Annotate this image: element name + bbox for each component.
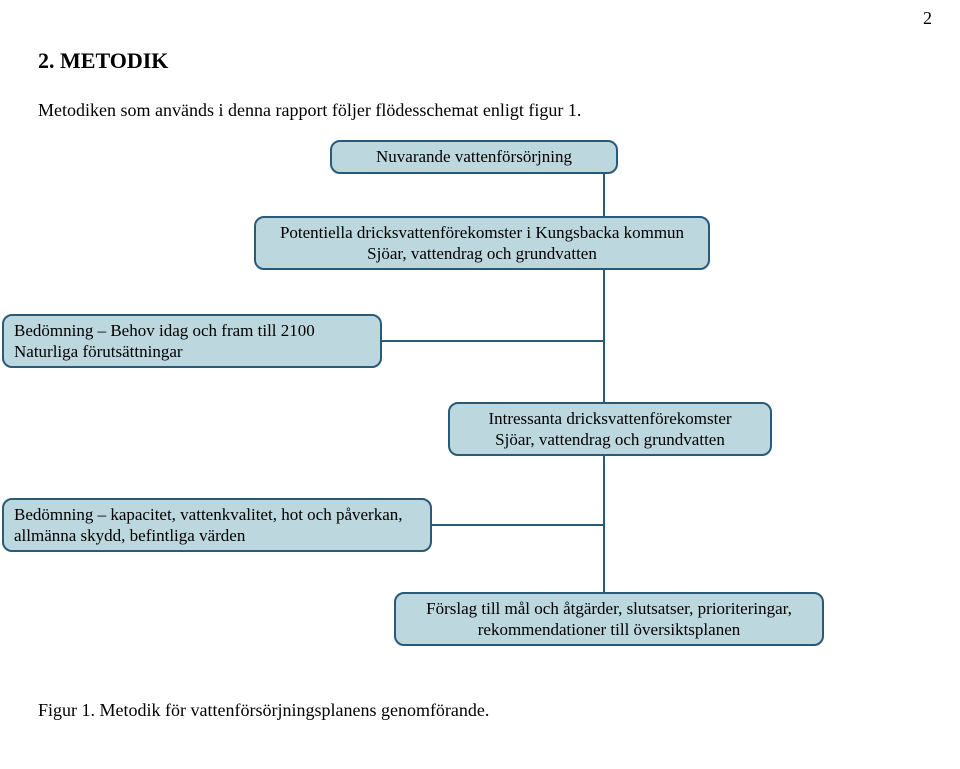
flow-node-line: Bedömning – Behov idag och fram till 210… bbox=[14, 320, 315, 341]
flow-node-n4: Intressanta dricksvattenförekomsterSjöar… bbox=[448, 402, 772, 456]
figure-caption: Figur 1. Metodik för vattenförsörjningsp… bbox=[38, 700, 489, 721]
flow-diagram: Nuvarande vattenförsörjning Potentiella d… bbox=[0, 140, 960, 660]
page-number: 2 bbox=[923, 8, 932, 29]
flow-node-line: allmänna skydd, befintliga värden bbox=[14, 525, 245, 546]
flow-node-line: rekommendationer till översiktsplanen bbox=[478, 619, 741, 640]
flow-node-line: Förslag till mål och åtgärder, slutsatse… bbox=[426, 598, 792, 619]
flow-node-line: Sjöar, vattendrag och grundvatten bbox=[367, 243, 597, 264]
flow-node-line: Potentiella dricksvattenförekomster i Ku… bbox=[280, 222, 684, 243]
flow-node-line: Sjöar, vattendrag och grundvatten bbox=[495, 429, 725, 450]
flow-node-n2: Potentiella dricksvattenförekomster i Ku… bbox=[254, 216, 710, 270]
section-title: 2. METODIK bbox=[38, 48, 168, 74]
intro-text: Metodiken som används i denna rapport fö… bbox=[38, 100, 581, 121]
flow-node-line: Nuvarande vattenförsörjning bbox=[376, 146, 572, 167]
flow-node-line: Bedömning – kapacitet, vattenkvalitet, h… bbox=[14, 504, 403, 525]
flow-node-n6: Förslag till mål och åtgärder, slutsatse… bbox=[394, 592, 824, 646]
flow-node-n1: Nuvarande vattenförsörjning bbox=[330, 140, 618, 174]
flow-node-line: Intressanta dricksvattenförekomster bbox=[488, 408, 731, 429]
flow-node-n5: Bedömning – kapacitet, vattenkvalitet, h… bbox=[2, 498, 432, 552]
flow-node-line: Naturliga förutsättningar bbox=[14, 341, 183, 362]
flow-node-n3: Bedömning – Behov idag och fram till 210… bbox=[2, 314, 382, 368]
